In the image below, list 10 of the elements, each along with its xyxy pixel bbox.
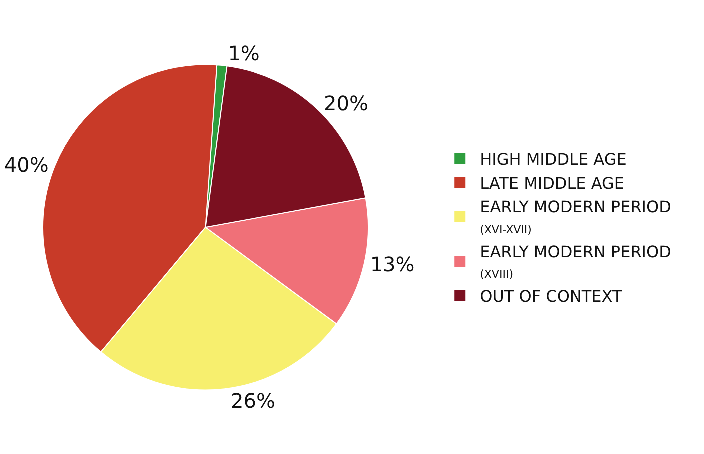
- data-label: 26%: [231, 388, 276, 413]
- legend-label: HIGH MIDDLE AGE: [480, 150, 627, 170]
- data-label: 40%: [4, 152, 49, 177]
- data-label: 1%: [228, 42, 260, 66]
- legend-label: EARLY MODERN PERIOD (XVI-XVII): [480, 198, 672, 237]
- legend-label: EARLY MODERN PERIOD (XVIII): [480, 242, 672, 282]
- data-label: 20%: [324, 91, 368, 116]
- legend-label: LATE MIDDLE AGE: [480, 174, 625, 193]
- legend-label: OUT OF CONTEXT: [480, 286, 622, 306]
- data-label: 13%: [370, 252, 415, 277]
